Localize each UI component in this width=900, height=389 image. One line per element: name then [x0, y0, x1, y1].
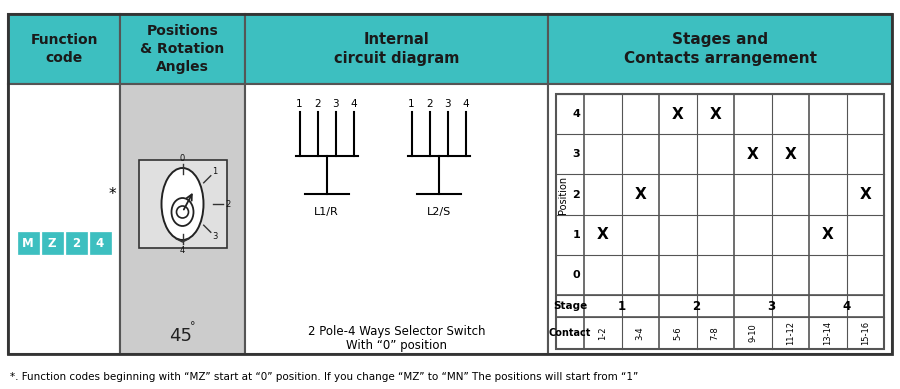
Text: 5-6: 5-6 [673, 326, 682, 340]
Ellipse shape [161, 168, 203, 240]
Text: Stages and
Contacts arrangement: Stages and Contacts arrangement [624, 32, 816, 67]
Bar [245, 14, 548, 84]
Text: 4: 4 [180, 245, 185, 254]
Text: X: X [597, 227, 608, 242]
Bar [139, 160, 227, 248]
Text: 2: 2 [314, 99, 320, 109]
Text: Internal
circuit diagram: Internal circuit diagram [334, 32, 459, 67]
Bar [245, 84, 548, 354]
Text: 11-12: 11-12 [786, 321, 795, 345]
Text: X: X [634, 187, 646, 202]
Text: 1: 1 [212, 167, 218, 176]
Text: Positions
& Rotation
Angles: Positions & Rotation Angles [140, 24, 225, 74]
Text: 13-14: 13-14 [824, 321, 832, 345]
Text: 4: 4 [463, 99, 469, 109]
Text: Position: Position [558, 175, 568, 214]
Text: L2/S: L2/S [427, 207, 451, 217]
Text: 15-16: 15-16 [860, 321, 869, 345]
Text: 3: 3 [332, 99, 338, 109]
Text: 1: 1 [572, 230, 580, 240]
Text: 45: 45 [169, 327, 192, 345]
Text: 4: 4 [842, 300, 850, 312]
Bar [8, 84, 120, 354]
Text: Contact: Contact [549, 328, 591, 338]
Text: X: X [860, 187, 871, 202]
Text: 4: 4 [572, 109, 580, 119]
Text: 3: 3 [768, 300, 776, 312]
Text: 1-2: 1-2 [598, 326, 608, 340]
Text: X: X [785, 147, 796, 162]
Text: 7-8: 7-8 [711, 326, 720, 340]
Bar [8, 14, 120, 84]
Ellipse shape [176, 206, 188, 218]
Text: 2: 2 [72, 237, 80, 249]
Bar [17, 232, 39, 254]
Text: Z: Z [48, 237, 56, 249]
Text: 3: 3 [212, 232, 218, 241]
Bar [556, 94, 884, 349]
Text: 1: 1 [409, 99, 415, 109]
Text: *. Function codes beginning with “MZ” start at “0” position. If you change “MZ” : *. Function codes beginning with “MZ” st… [10, 372, 638, 382]
Text: X: X [747, 147, 759, 162]
Text: 2: 2 [427, 99, 433, 109]
Text: X: X [709, 107, 721, 122]
Text: Stage: Stage [553, 301, 587, 311]
Bar [120, 84, 245, 354]
Text: *: * [108, 186, 116, 202]
Text: 0: 0 [180, 154, 185, 163]
Text: 0: 0 [572, 270, 580, 280]
Text: 2: 2 [572, 189, 580, 200]
Ellipse shape [172, 198, 194, 226]
Bar [548, 14, 892, 84]
Text: M: M [22, 237, 34, 249]
Bar [66, 232, 86, 254]
Text: 4: 4 [96, 237, 104, 249]
Text: 2 Pole-4 Ways Selector Switch: 2 Pole-4 Ways Selector Switch [308, 326, 485, 338]
Text: With “0” position: With “0” position [346, 340, 447, 352]
Text: 9-10: 9-10 [748, 324, 757, 342]
Text: 3: 3 [445, 99, 451, 109]
Text: Function
code: Function code [31, 33, 98, 65]
Bar [120, 14, 245, 84]
Bar [8, 14, 892, 354]
Text: °: ° [190, 321, 195, 331]
Bar [89, 232, 111, 254]
Text: 4: 4 [350, 99, 356, 109]
Bar [548, 84, 892, 354]
Text: 3: 3 [572, 149, 580, 159]
Text: X: X [672, 107, 684, 122]
Text: X: X [822, 227, 833, 242]
Text: 2: 2 [692, 300, 700, 312]
Text: 1: 1 [296, 99, 302, 109]
Text: 2: 2 [226, 200, 231, 209]
Text: L1/R: L1/R [314, 207, 339, 217]
Text: 1: 1 [617, 300, 626, 312]
Text: 3-4: 3-4 [635, 326, 644, 340]
Bar [41, 232, 62, 254]
